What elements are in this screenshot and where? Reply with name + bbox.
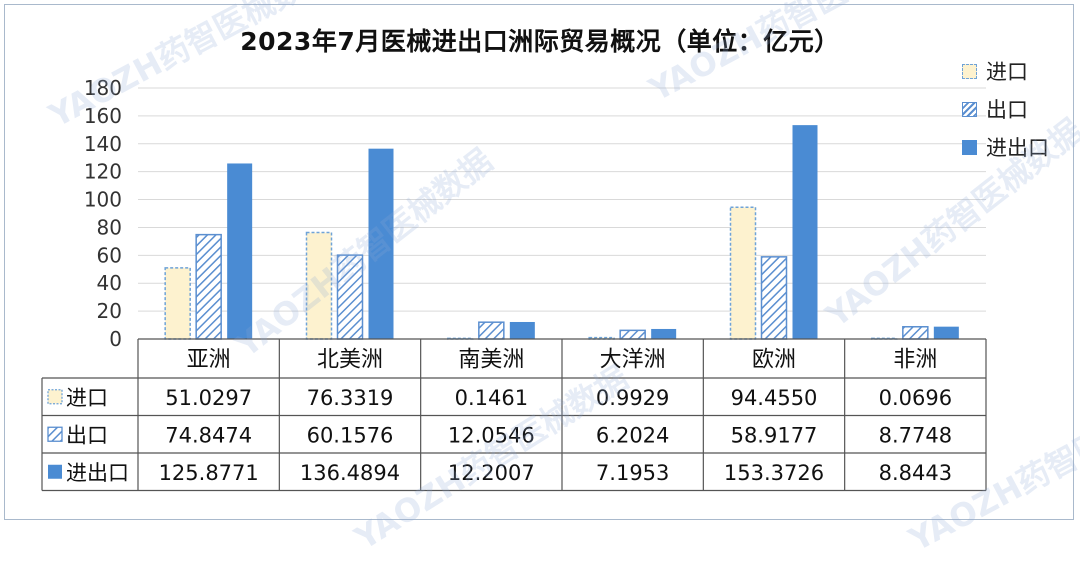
data-label: 60.1576 [307,423,394,447]
data-label: 76.3319 [307,386,394,410]
data-label: 8.7748 [879,423,952,447]
chart-svg: 0 20 40 60 80 100 120 140 160 180 亚洲 北美洲 南美洲 大洋洲 欧洲 非洲… [41,76,987,492]
data-label: 8.8443 [879,461,952,485]
bar-export [336,254,364,340]
legend-label-import: 进口 [986,60,1028,84]
legend-item-export: 出口 [962,90,1049,128]
chart-title: 2023年7月医械进出口洲际贸易概况（单位：亿元） [240,27,840,56]
category-label: 北美洲 [317,348,383,373]
data-label: 74.8474 [165,423,252,447]
data-label: 12.2007 [448,461,535,485]
data-label: 0.0696 [879,386,952,410]
legend-swatch-import [962,63,977,79]
bar-import [588,336,615,340]
bars [164,125,959,340]
bar-import [164,267,191,340]
y-tick-label: 100 [84,188,122,212]
data-label: 6.2024 [596,423,669,447]
bar-export [195,233,222,340]
data-label: 153.3726 [724,461,824,485]
legend: 进口 出口 进出口 [962,52,1049,166]
row-swatch-total [48,464,62,479]
row-label: 进口 [66,386,108,410]
row-swatch-import [47,389,63,405]
gridlines [138,87,986,312]
y-tick-label: 120 [84,160,122,184]
legend-swatch-export [962,101,977,117]
bar-export [478,321,505,340]
data-label: 0.1461 [455,386,528,410]
data-label: 12.0546 [448,423,535,447]
category-label: 大洋洲 [600,348,666,373]
category-label: 南美洲 [458,348,524,373]
category-label: 亚洲 [187,348,231,373]
data-label: 51.0297 [165,386,252,410]
row-swatch-export [47,426,63,442]
bar-total [368,148,394,339]
legend-swatch-total [962,139,977,155]
row-label: 出口 [66,423,108,447]
y-tick-label: 20 [97,299,122,323]
legend-item-total: 进出口 [962,128,1049,166]
data-label: 7.1953 [596,461,669,485]
data-label: 94.4550 [731,386,818,410]
y-axis-ticks: 0 20 40 60 80 100 120 140 160 180 [84,76,122,351]
bar-total [227,163,253,339]
data-label: 136.4894 [300,461,400,485]
legend-label-export: 出口 [986,98,1028,122]
y-tick-label: 60 [97,243,122,267]
data-label: 58.9177 [731,423,818,447]
y-tick-label: 0 [109,327,122,351]
bar-total [651,328,677,339]
legend-item-import: 进口 [962,52,1049,90]
bar-import [305,231,333,340]
bar-total [933,326,959,339]
y-tick-label: 40 [97,271,122,295]
data-label: 125.8771 [159,461,259,485]
data-label: 0.9929 [596,386,669,410]
bar-export [619,329,646,340]
bar-export [760,256,788,340]
bar-import [729,206,757,340]
y-tick-label: 160 [84,104,122,128]
bar-total [509,321,535,339]
row-label: 进出口 [66,461,129,485]
bar-total [792,125,818,339]
legend-label-total: 进出口 [986,136,1049,160]
bar-export [902,326,929,340]
category-label: 非洲 [893,348,937,373]
chart-frame [4,4,1074,520]
y-tick-label: 180 [84,76,122,100]
category-label: 欧洲 [752,348,796,373]
y-tick-label: 140 [84,132,122,156]
y-tick-label: 80 [97,215,122,239]
